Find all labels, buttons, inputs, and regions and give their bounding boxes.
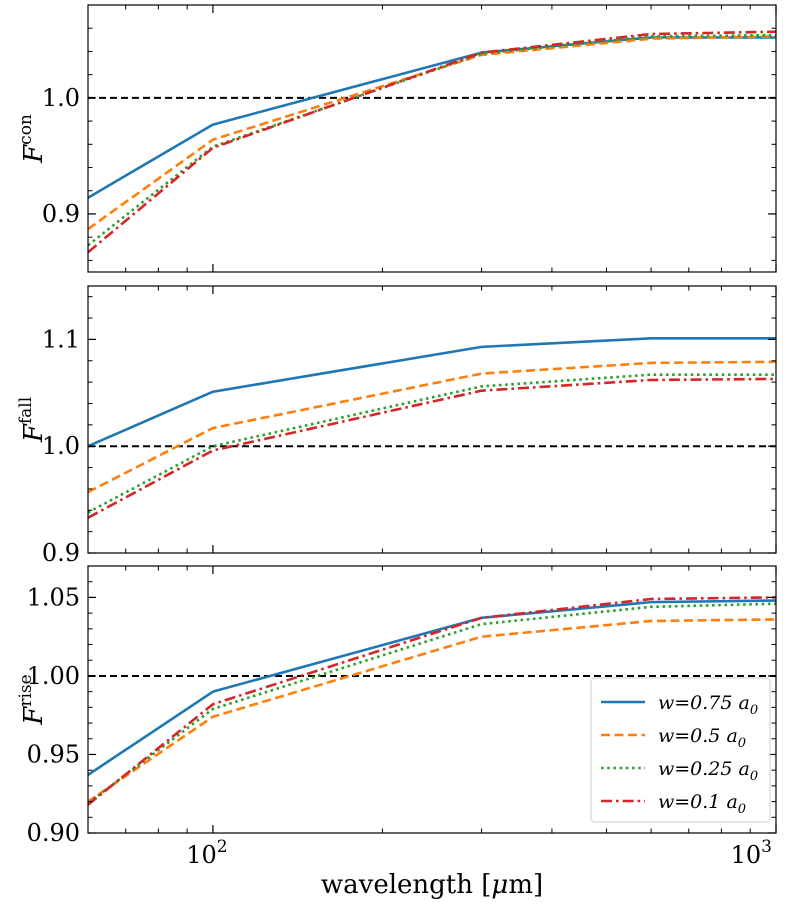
series-line-4 [88, 596, 776, 806]
series-line-1 [88, 337, 776, 448]
series-line-4 [88, 30, 776, 254]
series-line-2 [88, 35, 776, 231]
legend-box [590, 677, 771, 823]
legend-label: w=0.25 a0 [658, 758, 758, 784]
series-line-1 [88, 36, 776, 199]
series-line-2 [88, 618, 776, 803]
y-tick-label: 1.1 [42, 325, 80, 353]
y-tick-label: 0.90 [27, 819, 80, 847]
series-line-4 [88, 377, 776, 519]
axes-frame [87, 4, 777, 273]
y-tick-label: 0.9 [42, 200, 80, 228]
axes-frame [87, 565, 777, 834]
y-tick-label: 1.0 [42, 84, 80, 112]
y-axis-label: Fcon [16, 114, 49, 164]
series-line-3 [88, 373, 776, 514]
y-tick-label: 1.05 [27, 583, 80, 611]
x-axis-label: wavelength [μm] [321, 870, 543, 900]
legend: w=0.75 a0 w=0.5 a0 w=0.25 a0 w=0.1 a0 [590, 677, 771, 823]
x-tick-label: 103 [731, 837, 772, 869]
series-line-3 [88, 33, 776, 247]
x-tick-label: 102 [186, 837, 227, 869]
y-tick-label: 0.95 [27, 740, 80, 768]
y-axis-label: Ffall [16, 397, 49, 443]
panel-fall: 0.9 1.0 1.1 Ffall [16, 285, 777, 567]
y-axis-label: Frise [16, 674, 49, 725]
legend-label: w=0.5 a0 [658, 725, 746, 751]
legend-label: w=0.1 a0 [658, 791, 746, 817]
series-line-2 [88, 360, 776, 494]
panel-rise: 0.90 0.95 1.00 1.05 Frise 102 103 [16, 565, 777, 869]
legend-label: w=0.75 a0 [658, 692, 758, 718]
axes-frame [87, 285, 777, 554]
y-tick-label: 1.0 [42, 432, 80, 460]
y-tick-label: 0.9 [42, 539, 80, 567]
y-tick-label: 1.00 [27, 662, 80, 690]
